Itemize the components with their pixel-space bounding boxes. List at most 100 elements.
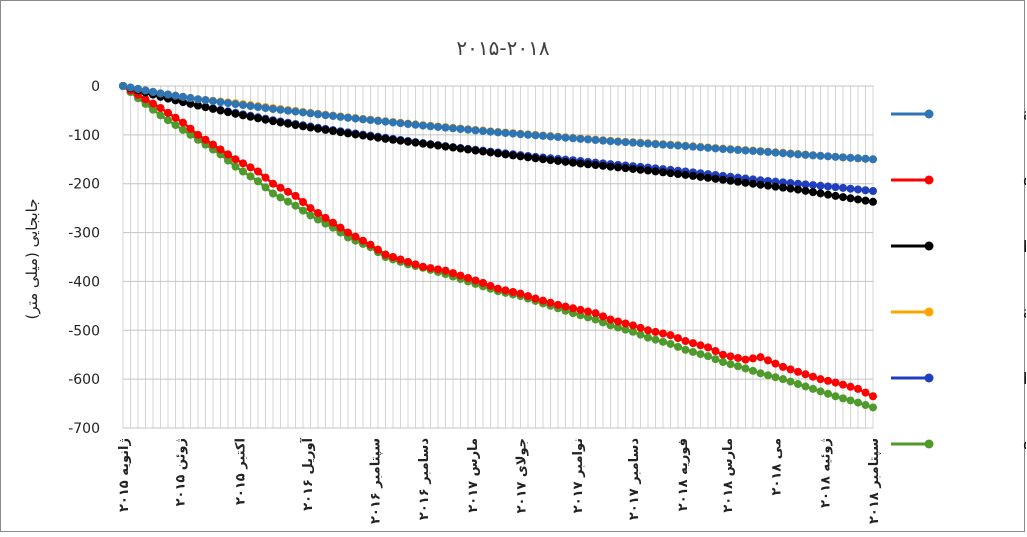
data-point [299,108,307,117]
data-point [689,171,697,180]
data-point [606,162,615,171]
x-tick-label: نوامبر ۲۰۱۷ [571,438,586,513]
data-point [666,169,675,178]
data-point [164,116,172,125]
data-point [509,288,517,297]
x-tick-label: مارس ۲۰۱۸ [721,438,736,513]
data-point [261,183,270,192]
data-point [546,156,555,165]
x-tick-label: دسامبر ۲۰۱۶ [417,438,432,520]
data-point [561,157,570,166]
data-point [119,82,127,90]
data-point [801,382,810,391]
data-point [651,335,660,344]
data-point [816,375,825,384]
data-point [854,384,862,393]
grid [122,85,874,429]
data-point [224,156,232,165]
data-point [756,180,765,189]
data-point [794,179,802,188]
data-point [801,370,810,379]
data-point [689,339,697,348]
data-point [419,139,427,148]
legend-marker [924,241,934,251]
data-point [389,118,397,127]
data-point [194,101,202,110]
data-point [854,185,862,194]
data-point [651,327,660,336]
data-point [711,355,720,364]
data-point [546,298,555,307]
data-point [554,133,562,142]
data-point [561,302,570,311]
data-point [126,83,135,92]
data-point [869,197,877,206]
data-point [224,99,232,108]
data-point [704,173,712,182]
data-point [614,163,622,172]
x-tick-label: آوریل ۲۰۱۶ [299,437,316,510]
data-point [794,150,802,159]
data-point [156,111,165,120]
data-point [329,218,337,227]
data-point [786,179,795,188]
data-point [666,141,675,150]
data-point [156,103,165,112]
data-point [351,114,360,123]
data-point [171,121,180,130]
data-point [201,96,210,105]
data-point [186,124,195,133]
data-point [689,142,697,151]
data-point [231,155,240,164]
data-point [749,146,757,155]
legend-item-1: صعودی a [891,105,1027,125]
data-point [164,90,172,99]
legend-label: صعودی b [1023,237,1026,257]
data-point [539,296,547,305]
x-tick-label: جولای ۲۰۱۷ [515,438,530,513]
data-point [239,167,247,176]
data-point [314,215,322,224]
data-point [284,187,292,196]
data-point [464,125,472,134]
data-point [141,95,150,104]
data-point [134,84,142,93]
data-point [636,323,645,332]
data-point [824,182,832,191]
data-point [794,185,802,194]
data-point [516,289,525,298]
data-point [344,228,352,237]
data-point [689,347,697,356]
data-point [846,194,855,203]
data-point [486,127,495,136]
data-point [861,196,870,205]
data-point [614,323,622,332]
data-point [216,106,225,115]
data-point [149,105,157,114]
data-point [246,102,255,111]
data-point [471,276,480,285]
data-point [314,209,322,218]
data-point [186,130,195,139]
data-point [306,123,315,132]
data-point [381,117,390,126]
data-point [786,184,795,193]
data-point [291,120,300,129]
data-point [374,116,382,125]
data-point [869,187,877,196]
y-axis-ticks: 0 -100 -200 -300 -400 -500 -600 -700 [68,79,100,437]
data-point [351,232,360,241]
data-point [299,122,307,131]
legend-marker [924,373,934,383]
data-point [494,149,502,158]
data-point [396,136,405,145]
data-point [809,151,817,160]
data-point [261,103,270,112]
y-tick-label: -100 [68,128,100,144]
x-tick-label: سپتامبر ۲۰۱۸ [867,438,882,524]
data-point [584,313,592,322]
data-point [531,154,540,163]
data-point [299,206,307,215]
data-point [659,168,667,177]
data-point [674,170,682,179]
